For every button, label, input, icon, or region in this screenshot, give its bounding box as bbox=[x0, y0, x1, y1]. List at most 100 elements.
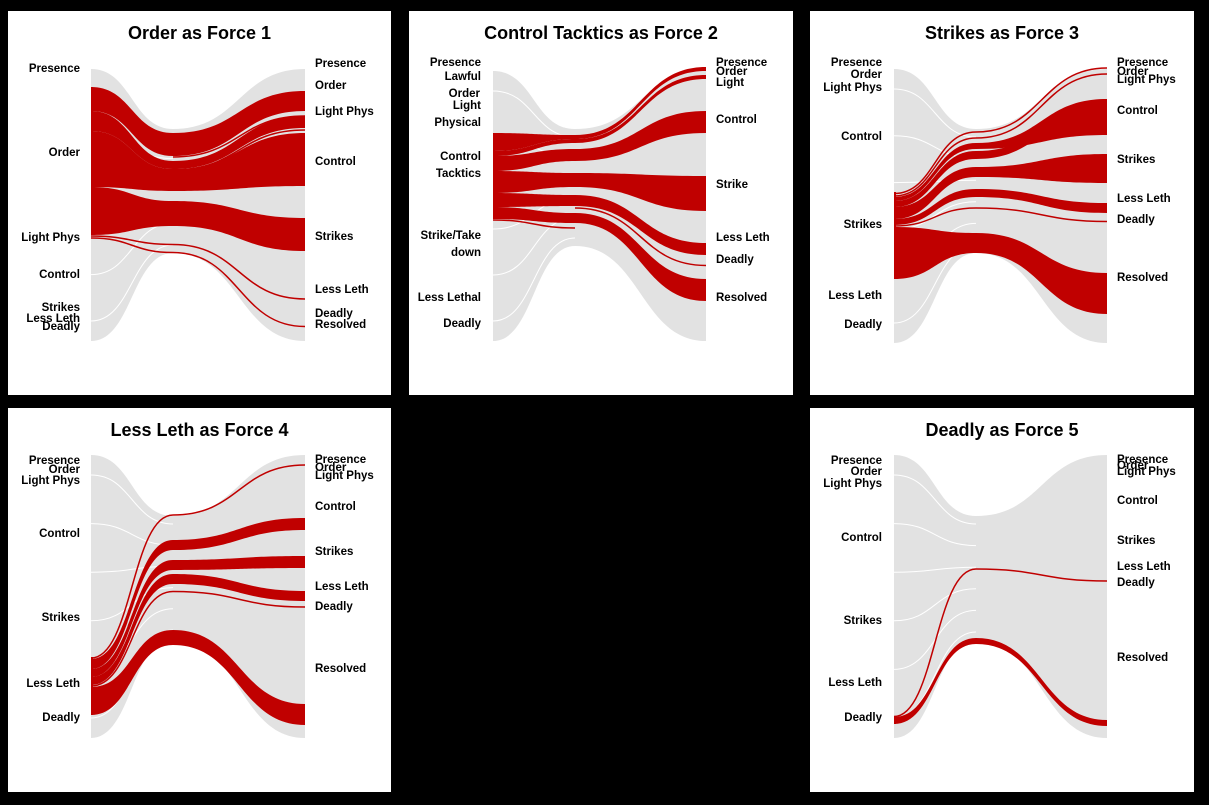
sankey-plot-3 bbox=[893, 67, 1108, 343]
sankey-plot-1 bbox=[90, 69, 306, 341]
right-label-resolved: Resolved bbox=[315, 663, 367, 675]
left-label-less-leth: Less Leth bbox=[828, 677, 882, 689]
background-flow-stage1 bbox=[894, 455, 976, 738]
highlighted-flow-stage1 bbox=[493, 171, 575, 193]
right-label-strikes: Strikes bbox=[315, 546, 354, 558]
left-label-control: Control bbox=[841, 532, 882, 544]
chart-title-3: Strikes as Force 3 bbox=[924, 23, 1080, 43]
highlighted-flow-stage2 bbox=[975, 73, 1108, 139]
left-label-order: Order bbox=[850, 466, 882, 478]
background-strand bbox=[893, 588, 977, 622]
chart-title-5: Deadly as Force 5 bbox=[925, 420, 1079, 440]
left-label-strikes: Strikes bbox=[41, 612, 80, 624]
background-flow-stage2 bbox=[976, 455, 1107, 738]
chart-panel-1: Order as Force 1 Presence Order Light Ph… bbox=[8, 11, 391, 395]
highlighted-flow-stage2 bbox=[976, 99, 1107, 149]
left-label-deadly: Deadly bbox=[443, 318, 481, 330]
left-label-light-phys: Light Phys bbox=[21, 232, 80, 244]
highlighted-flow-stage2 bbox=[975, 67, 1108, 133]
left-label-order: Order bbox=[448, 88, 480, 100]
left-label-deadly: Deadly bbox=[844, 712, 882, 724]
highlighted-flow-stage1 bbox=[894, 151, 976, 207]
left-label-less-leth: Less Leth bbox=[26, 678, 80, 690]
highlighted-flow-stage2 bbox=[172, 243, 306, 300]
highlighted-flow-stage1 bbox=[894, 189, 976, 225]
left-label-light-phys: Light Phys bbox=[823, 478, 882, 490]
highlighted-flow-stage2 bbox=[976, 189, 1107, 213]
right-label-resolved: Resolved bbox=[1117, 652, 1169, 664]
highlighted-flow-stage1 bbox=[91, 540, 173, 669]
right-label-control: Control bbox=[315, 156, 356, 168]
right-label-light-phys: Light Phys bbox=[1117, 466, 1176, 478]
right-label-presence: Presence bbox=[1117, 454, 1169, 466]
right-label-presence: Presence bbox=[315, 454, 367, 466]
right-label-strike: Strike bbox=[716, 179, 748, 191]
highlighted-flow-stage2 bbox=[976, 107, 1107, 159]
right-label-deadly: Deadly bbox=[315, 308, 353, 320]
highlighted-flow-stage1 bbox=[90, 237, 174, 254]
left-label-control: Control bbox=[841, 131, 882, 143]
left-label-control-tacktics: Control Tacktics bbox=[435, 151, 481, 180]
left-label-less-lethal: Less Lethal bbox=[417, 292, 481, 304]
chart-panel-5: Deadly as Force 5 Presence Order Light P… bbox=[810, 408, 1194, 792]
highlighted-flow-stage2 bbox=[575, 75, 706, 143]
background-strand bbox=[893, 609, 977, 670]
highlighted-flow-stage2 bbox=[173, 116, 305, 169]
highlighted-flow-stage2 bbox=[172, 590, 306, 608]
right-label-presence: Presence bbox=[716, 57, 768, 69]
highlighted-flow-stage2 bbox=[976, 154, 1107, 183]
highlighted-flow-stage2 bbox=[975, 568, 1108, 582]
highlighted-flow-stage1 bbox=[90, 514, 174, 659]
left-label-presence: Presence bbox=[830, 455, 882, 467]
highlighted-flow-stage2 bbox=[172, 251, 306, 328]
highlighted-flow-stage1 bbox=[90, 235, 174, 246]
right-label-presence: Presence bbox=[1117, 57, 1169, 69]
highlighted-flow-stage2 bbox=[173, 133, 305, 191]
left-label-control: Control bbox=[39, 269, 80, 281]
highlighted-flow-stage1 bbox=[893, 131, 977, 195]
left-label-strikes: Strikes bbox=[41, 302, 80, 314]
highlighted-flow-stage2 bbox=[173, 518, 305, 550]
highlighted-flow-stage2 bbox=[173, 630, 305, 725]
highlighted-flow-stage2 bbox=[976, 638, 1107, 726]
right-label-order: Order bbox=[315, 462, 347, 474]
right-label-order: Order bbox=[315, 80, 347, 92]
right-label-deadly: Deadly bbox=[1117, 577, 1155, 589]
right-label-control: Control bbox=[716, 114, 757, 126]
highlighted-flow-stage1 bbox=[493, 193, 575, 207]
right-label-control: Control bbox=[1117, 105, 1158, 117]
right-label-deadly: Deadly bbox=[716, 254, 754, 266]
right-label-resolved: Resolved bbox=[315, 319, 367, 331]
right-label-less-leth: Less Leth bbox=[315, 581, 369, 593]
highlighted-flow-stage2 bbox=[173, 574, 305, 601]
right-label-control: Control bbox=[315, 501, 356, 513]
highlighted-flow-stage2 bbox=[575, 111, 706, 161]
highlighted-flow-stage2 bbox=[975, 207, 1108, 223]
highlighted-flow-stage1 bbox=[91, 87, 173, 156]
highlighted-flow-stage1 bbox=[893, 568, 977, 718]
highlighted-flow-stage2 bbox=[575, 67, 706, 139]
chart-title-2: Control Tacktics as Force 2 bbox=[484, 23, 718, 43]
right-label-order: Order bbox=[716, 66, 748, 78]
highlighted-flow-stage2 bbox=[976, 233, 1107, 314]
right-label-resolved: Resolved bbox=[1117, 272, 1169, 284]
right-label-strikes: Strikes bbox=[315, 231, 354, 243]
left-label-light-phys: Light Phys bbox=[823, 82, 882, 94]
right-label-light-phys: Light Phys bbox=[315, 470, 374, 482]
left-label-deadly: Deadly bbox=[844, 319, 882, 331]
background-strand bbox=[492, 237, 576, 322]
right-label-deadly: Deadly bbox=[315, 601, 353, 613]
left-label-presence: Presence bbox=[830, 57, 882, 69]
highlighted-flow-stage2 bbox=[173, 201, 305, 251]
highlighted-flow-stage1 bbox=[493, 149, 575, 171]
highlighted-flow-stage1 bbox=[894, 638, 976, 724]
right-label-less-leth: Less Leth bbox=[1117, 561, 1171, 573]
left-label-strikes: Strikes bbox=[843, 615, 882, 627]
highlighted-flow-stage2 bbox=[172, 115, 306, 158]
background-strand bbox=[893, 88, 977, 138]
highlighted-flow-stage2 bbox=[575, 173, 706, 211]
background-strand bbox=[893, 474, 977, 525]
right-label-light: Light bbox=[716, 77, 745, 89]
highlighted-flow-stage1 bbox=[894, 167, 976, 219]
background-strand bbox=[90, 474, 174, 525]
